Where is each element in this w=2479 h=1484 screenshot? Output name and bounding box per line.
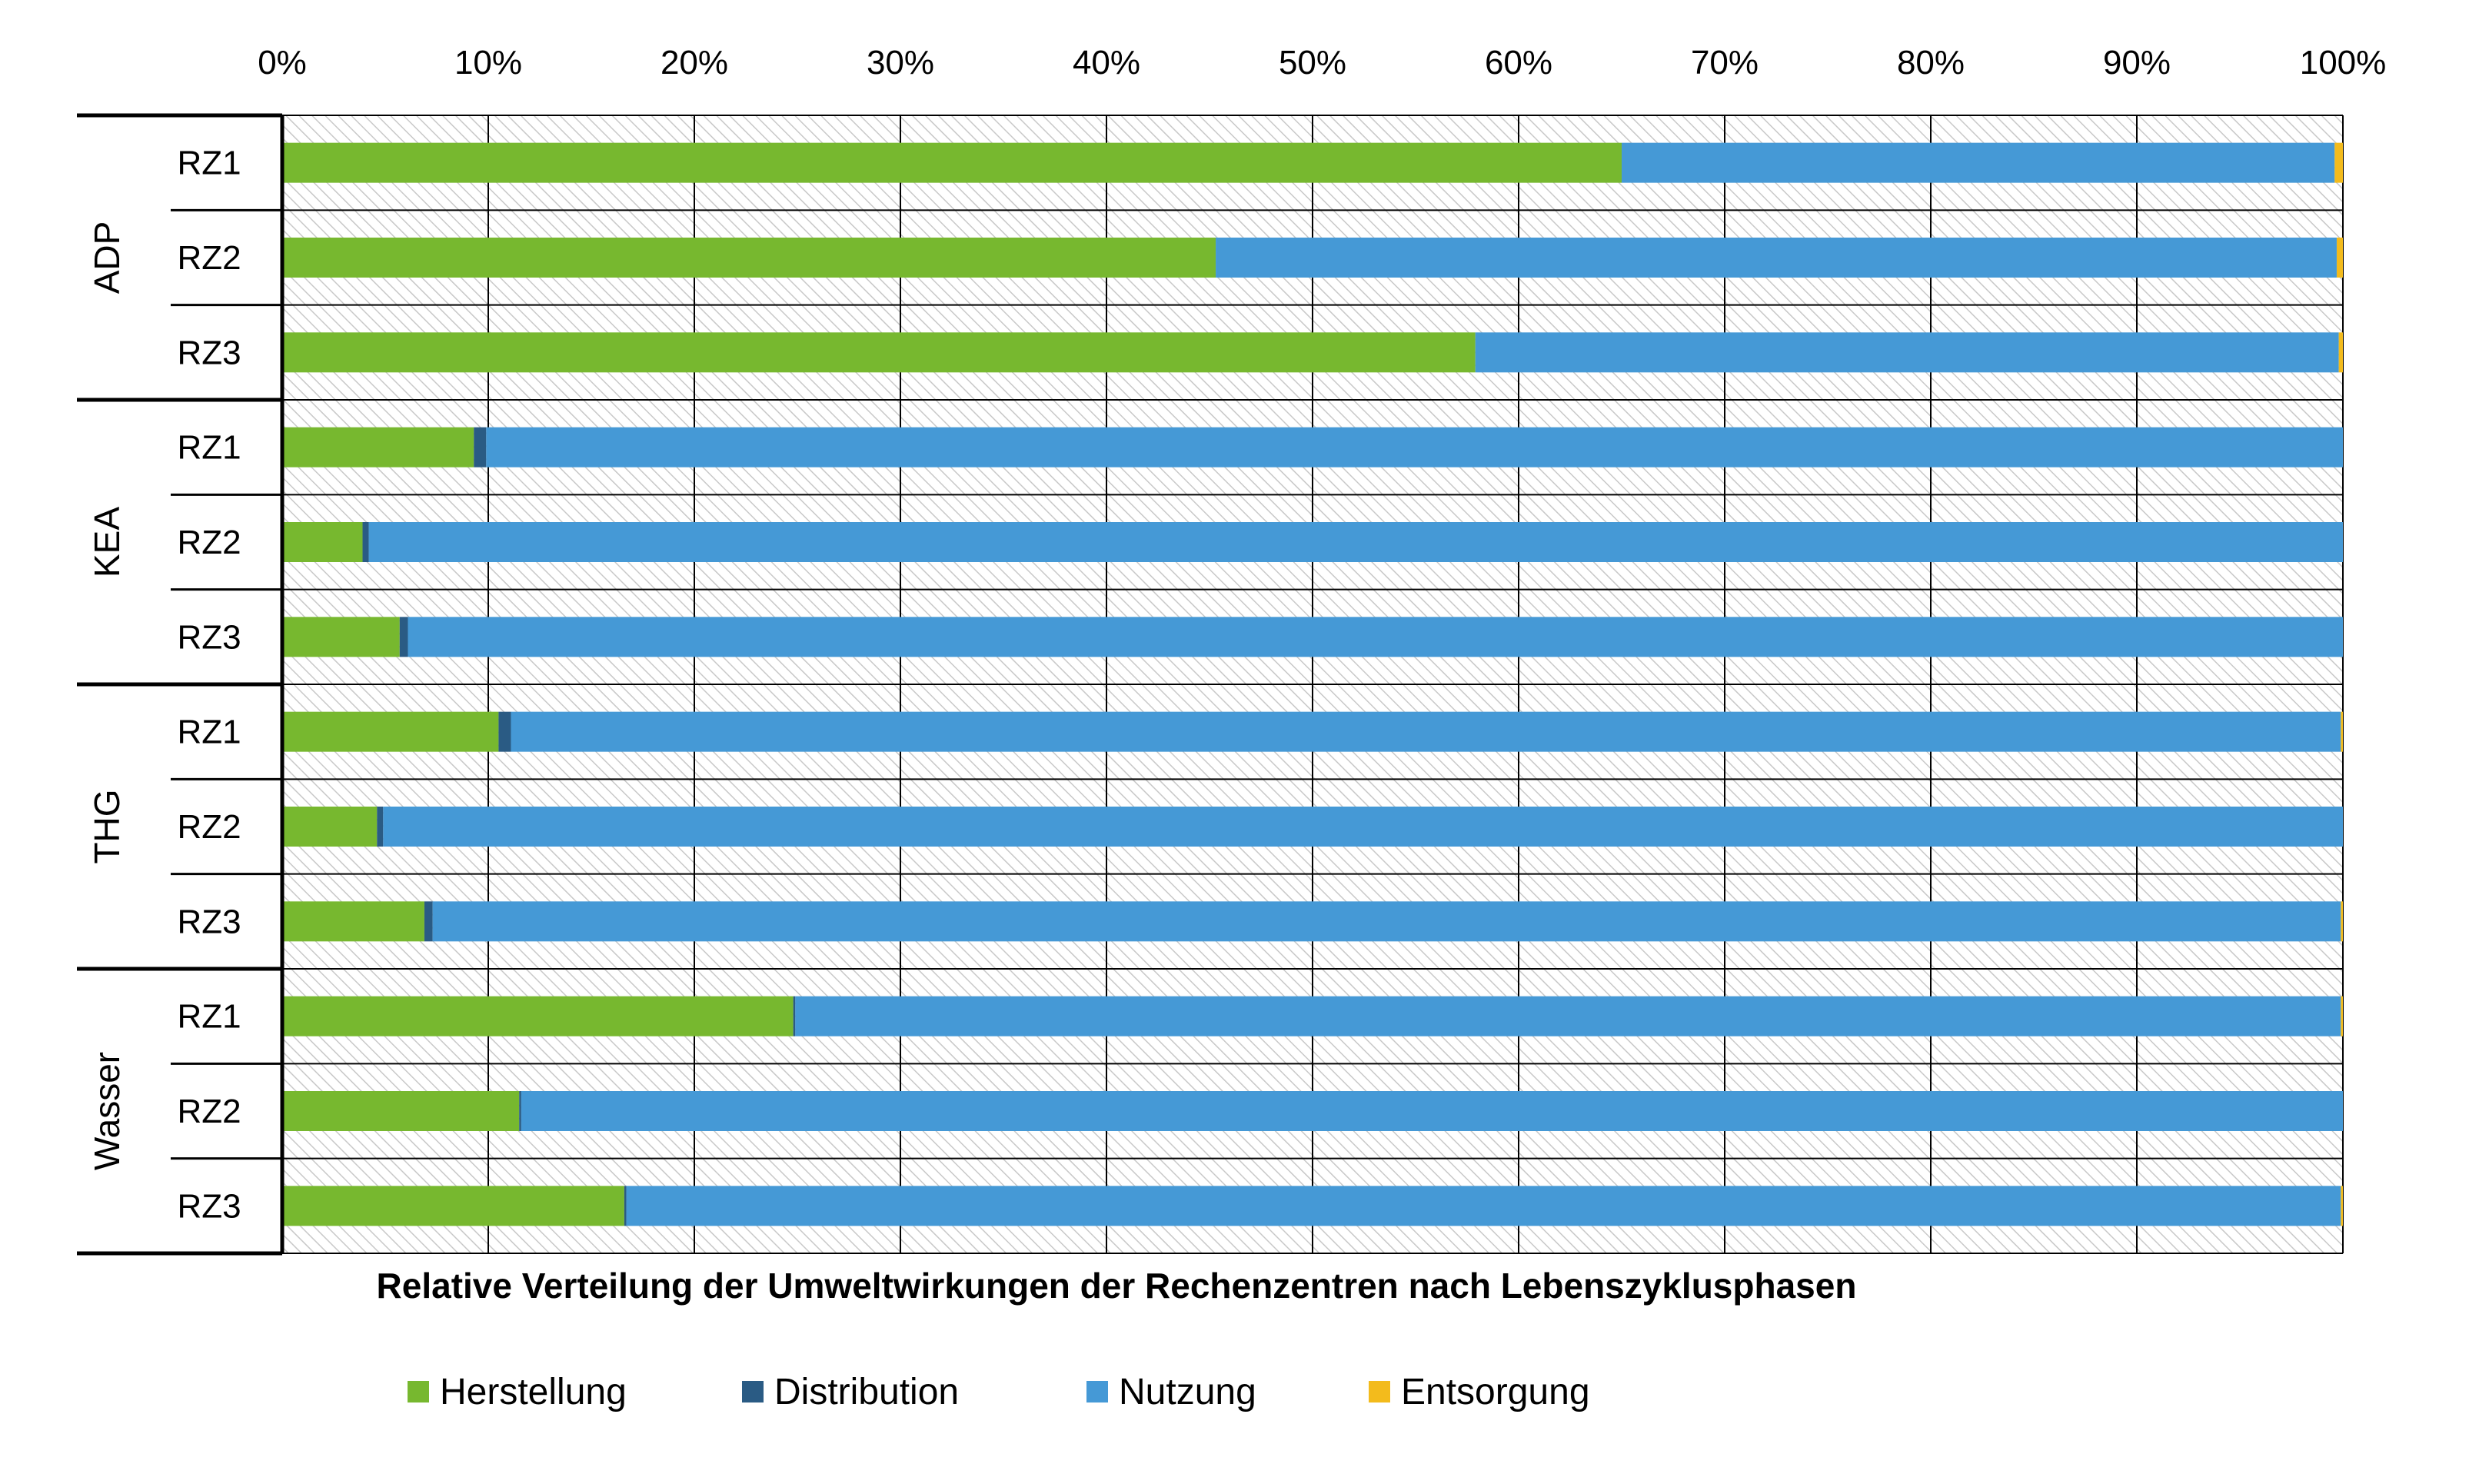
bar-distribution [377, 807, 384, 847]
bar-herstellung [282, 617, 400, 657]
group-label: KEA [87, 507, 127, 577]
bar-distribution [362, 522, 369, 562]
x-axis-ticks: 0% 10% 20% 30% 40% 50% 60% 70% 80% 90% 100% [258, 44, 2386, 82]
group-label: THG [87, 789, 127, 863]
bar-herstellung [282, 1186, 624, 1226]
bar-herstellung [282, 711, 499, 752]
row-label: RZ3 [177, 903, 241, 940]
bar-herstellung [282, 427, 474, 467]
bar-nutzung [511, 711, 2341, 752]
bar-herstellung [282, 807, 378, 847]
group-label: Wasser [87, 1052, 127, 1170]
bar-herstellung [282, 332, 1476, 373]
bar-distribution [498, 711, 511, 752]
bar-nutzung [1622, 142, 2335, 183]
group-label: ADP [87, 221, 127, 294]
row-label: RZ2 [177, 239, 241, 277]
bar-entsorgung [2336, 238, 2343, 278]
gridlines [281, 115, 2344, 1254]
x-tick-label: 70% [1691, 44, 1759, 82]
bar-nutzung [1475, 332, 2339, 373]
row-label: RZ1 [177, 714, 241, 751]
legend-label: Distribution [774, 1372, 959, 1412]
bar-nutzung [432, 901, 2341, 942]
x-tick-label: 0% [258, 44, 307, 82]
row-label: RZ2 [177, 524, 241, 561]
row-label: RZ3 [177, 334, 241, 371]
row-label: RZ3 [177, 618, 241, 656]
bar-nutzung [795, 996, 2341, 1036]
bar-nutzung [486, 427, 2343, 467]
bar-entsorgung [2338, 332, 2343, 373]
bar-distribution [399, 617, 408, 657]
bar-nutzung [1216, 238, 2337, 278]
legend-label: Herstellung [440, 1372, 627, 1412]
x-tick-label: 30% [867, 44, 934, 82]
row-label: RZ1 [177, 998, 241, 1036]
bar-nutzung [626, 1186, 2341, 1226]
bar-herstellung [282, 996, 794, 1036]
x-tick-label: 50% [1279, 44, 1346, 82]
bar-nutzung [521, 1091, 2344, 1131]
x-tick-label: 20% [661, 44, 728, 82]
bar-entsorgung [2341, 996, 2343, 1036]
legend-label: Entsorgung [1401, 1372, 1590, 1412]
legend-label: Nutzung [1119, 1372, 1256, 1412]
chart-title: Relative Verteilung der Umweltwirkungen … [377, 1266, 1857, 1306]
bars [282, 142, 2344, 1226]
legend-swatch [408, 1381, 429, 1402]
bar-distribution [793, 996, 796, 1036]
x-tick-label: 40% [1073, 44, 1140, 82]
legend: Herstellung Distribution Nutzung Entsorgung [408, 1372, 1590, 1412]
bar-entsorgung [2334, 142, 2343, 183]
row-label: RZ1 [177, 429, 241, 467]
legend-swatch [1369, 1381, 1390, 1402]
x-tick-label: 10% [454, 44, 522, 82]
bar-herstellung [282, 142, 1622, 183]
bar-distribution [474, 427, 487, 467]
bar-herstellung [282, 901, 424, 942]
row-label: RZ2 [177, 808, 241, 846]
bar-entsorgung [2341, 711, 2343, 752]
legend-swatch [742, 1381, 764, 1402]
row-labels: RZ1 RZ2 RZ3 RZ1 RZ2 RZ3 RZ1 RZ2 RZ3 RZ1 RZ2 RZ3 [177, 145, 241, 1226]
legend-swatch [1086, 1381, 1108, 1402]
x-tick-label: 100% [2300, 44, 2387, 82]
bar-herstellung [282, 1091, 520, 1131]
bar-distribution [519, 1091, 521, 1131]
row-label: RZ2 [177, 1093, 241, 1130]
bar-nutzung [368, 522, 2343, 562]
bar-entsorgung [2341, 1186, 2343, 1226]
bar-nutzung [408, 617, 2343, 657]
bar-distribution [424, 901, 433, 942]
bar-herstellung [282, 522, 363, 562]
row-label: RZ3 [177, 1187, 241, 1225]
bar-entsorgung [2341, 901, 2343, 942]
category-lines [77, 113, 285, 1256]
bar-herstellung [282, 238, 1216, 278]
group-labels: ADP KEA THG Wasser [87, 221, 127, 1170]
x-tick-label: 80% [1897, 44, 1965, 82]
bar-nutzung [383, 807, 2343, 847]
x-tick-label: 60% [1485, 44, 1552, 82]
x-tick-label: 90% [2103, 44, 2171, 82]
bar-distribution [624, 1186, 627, 1226]
row-label: RZ1 [177, 145, 241, 182]
